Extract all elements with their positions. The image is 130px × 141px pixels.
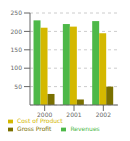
svg-text:2001: 2001 — [66, 111, 81, 118]
html-text:Gross Profit: Gross Profit — [17, 125, 52, 132]
html-text:Cost of Product: Cost of Product — [17, 117, 63, 124]
svg-text:2000: 2000 — [37, 111, 52, 118]
svg-text:250: 250 — [11, 9, 23, 16]
svg-text:100: 100 — [11, 64, 23, 71]
svg-text:2002: 2002 — [96, 111, 111, 118]
html-text:Revenues: Revenues — [70, 125, 100, 132]
svg-text:50: 50 — [14, 83, 22, 90]
svg-text:200: 200 — [11, 28, 23, 35]
svg-text:150: 150 — [11, 46, 23, 53]
